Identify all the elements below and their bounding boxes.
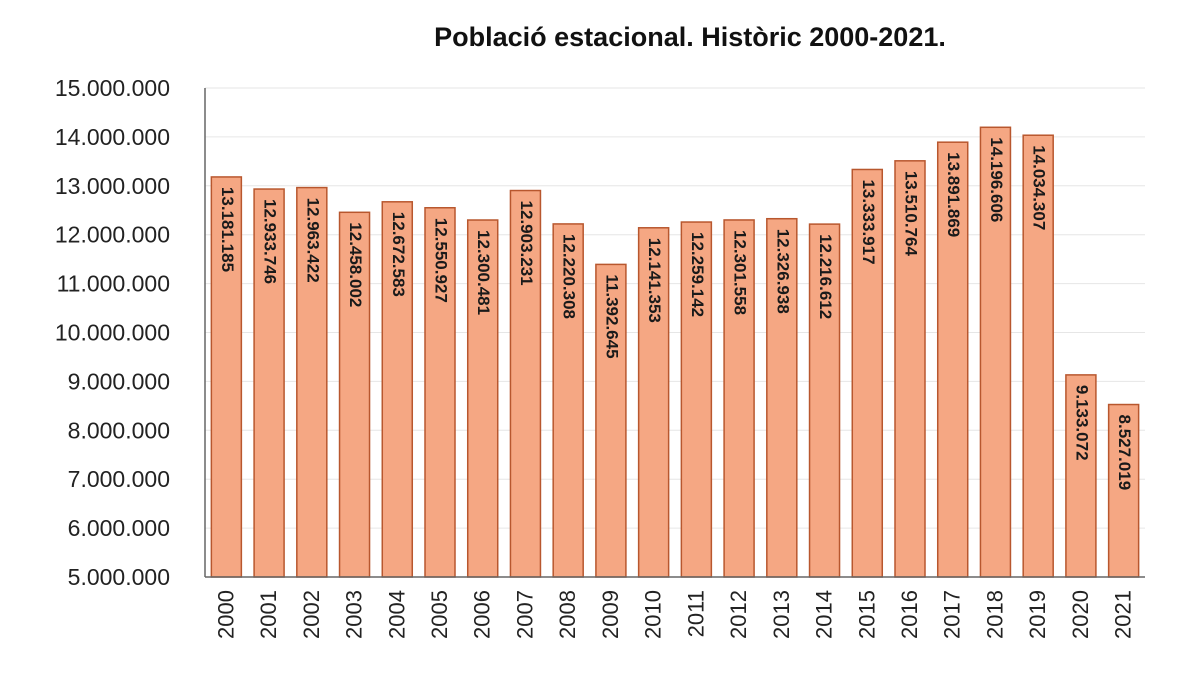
bar-2016 — [894, 160, 926, 578]
y-tick-label: 6.000.000 — [68, 515, 170, 541]
data-label: 14.034.307 — [1030, 145, 1049, 230]
y-tick-label: 8.000.000 — [68, 417, 170, 443]
bar-2015 — [851, 168, 884, 578]
data-label: 12.141.353 — [645, 238, 664, 323]
y-tick-label: 9.000.000 — [68, 368, 170, 394]
x-tick-label: 2016 — [897, 590, 922, 639]
x-tick-label: 2003 — [342, 590, 367, 639]
x-tick-label: 2002 — [299, 590, 324, 639]
data-label: 13.891.869 — [944, 152, 963, 237]
x-tick-label: 2015 — [854, 590, 879, 639]
y-tick-label: 12.000.000 — [55, 222, 170, 248]
y-tick-label: 15.000.000 — [55, 75, 170, 101]
axes — [204, 88, 1145, 578]
y-tick-label: 5.000.000 — [68, 564, 170, 590]
x-tick-label: 2021 — [1111, 590, 1136, 639]
data-label: 8.527.019 — [1115, 415, 1134, 491]
data-label: 12.672.583 — [389, 212, 408, 297]
x-tick-label: 2017 — [940, 590, 965, 639]
x-tick-label: 2009 — [598, 590, 623, 639]
x-tick-label: 2019 — [1025, 590, 1050, 639]
data-label: 12.933.746 — [261, 199, 280, 284]
data-label: 12.963.422 — [303, 198, 322, 283]
y-tick-label: 13.000.000 — [55, 173, 170, 199]
x-tick-label: 2011 — [683, 590, 708, 637]
bar-2020 — [1065, 374, 1097, 578]
data-label: 13.510.764 — [902, 171, 921, 257]
data-label: 14.196.606 — [987, 137, 1006, 222]
y-tick-label: 10.000.000 — [55, 320, 170, 346]
y-tick-label: 11.000.000 — [57, 271, 170, 297]
bar-2017 — [936, 141, 969, 578]
data-label: 12.458.002 — [346, 222, 365, 307]
x-tick-label: 2020 — [1068, 590, 1093, 639]
bar-2004 — [381, 201, 414, 578]
bars: 13.181.185 12.933.746 12.963.422 12.458.002… — [210, 126, 1140, 578]
data-label: 12.300.481 — [474, 230, 493, 315]
y-tick-label: 14.000.000 — [55, 124, 170, 150]
x-tick-label: 2008 — [555, 590, 580, 639]
x-tick-label: 2018 — [982, 590, 1007, 639]
bar-2002 — [296, 186, 328, 578]
data-label: 12.903.231 — [517, 201, 536, 286]
bar-2013 — [766, 217, 798, 578]
x-axis-ticks: 2000 2001 2002 2003 2004 2005 2006 2007 2008 2009… — [213, 590, 1135, 639]
data-label: 12.259.142 — [688, 232, 707, 317]
data-label: 11.392.645 — [602, 274, 621, 358]
data-label: 12.220.308 — [560, 234, 579, 319]
bar-2000 — [210, 176, 243, 578]
bar-2019 — [1022, 134, 1054, 578]
x-tick-label: 2013 — [769, 590, 794, 639]
data-label: 12.216.612 — [816, 234, 835, 319]
data-label: 12.326.938 — [773, 229, 792, 314]
bar-2018 — [979, 126, 1012, 578]
data-label: 9.133.072 — [1072, 385, 1091, 461]
bar-2007 — [509, 189, 542, 578]
x-tick-label: 2010 — [641, 590, 666, 639]
x-tick-label: 2006 — [470, 590, 495, 639]
bar-2006 — [466, 219, 499, 578]
y-axis-ticks: 5.000.000 6.000.000 7.000.000 8.000.000 9.00… — [55, 75, 170, 590]
bar-2012 — [723, 219, 755, 578]
data-label: 12.550.927 — [432, 218, 451, 303]
x-tick-label: 2005 — [427, 590, 452, 639]
y-tick-label: 7.000.000 — [68, 466, 170, 492]
x-tick-label: 2014 — [812, 590, 837, 639]
x-tick-label: 2004 — [384, 590, 409, 639]
x-tick-label: 2012 — [726, 590, 751, 639]
data-label: 12.301.558 — [731, 230, 750, 315]
data-label: 13.181.185 — [218, 187, 237, 272]
bar-2010 — [637, 227, 670, 578]
x-tick-label: 2000 — [213, 590, 238, 639]
bar-2008 — [552, 223, 584, 578]
chart-title: Població estacional. Històric 2000-2021. — [434, 22, 946, 52]
x-tick-label: 2007 — [512, 590, 537, 639]
bar-2014 — [808, 223, 841, 578]
data-label: 13.333.917 — [859, 179, 878, 264]
x-tick-label: 2001 — [256, 590, 281, 639]
